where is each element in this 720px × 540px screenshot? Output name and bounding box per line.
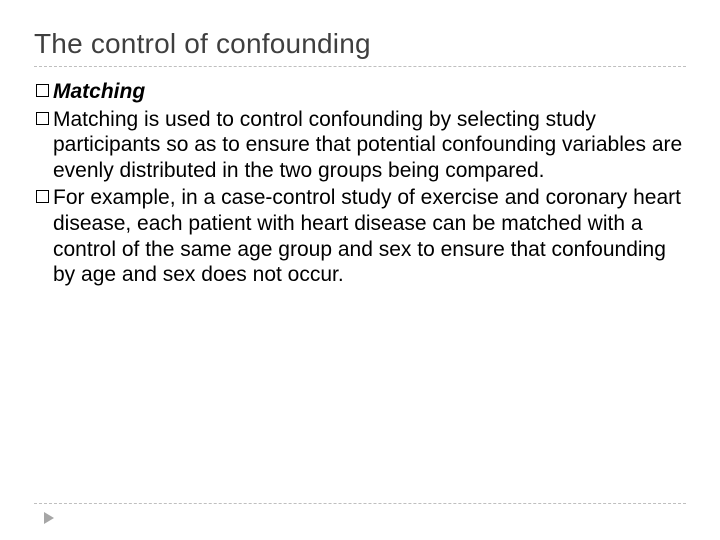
bullet-item: For example, in a case-control study of … [36,185,684,287]
footer-divider [34,503,686,504]
checkbox-bullet-icon [36,84,49,97]
slide-title: The control of confounding [34,28,686,67]
slide-container: The control of confounding Matching Matc… [0,0,720,540]
play-arrow-icon [44,512,56,524]
bullet-text: For example, in a case-control study of … [53,185,684,287]
slide-content: Matching Matching is used to control con… [34,79,686,288]
bullet-text: Matching [53,79,145,105]
bullet-item: Matching is used to control confounding … [36,107,684,184]
checkbox-bullet-icon [36,112,49,125]
checkbox-bullet-icon [36,190,49,203]
bullet-item: Matching [36,79,684,105]
bullet-text: Matching is used to control confounding … [53,107,684,184]
